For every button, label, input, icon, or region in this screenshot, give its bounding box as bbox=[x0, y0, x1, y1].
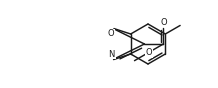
Text: N: N bbox=[109, 50, 115, 59]
Text: O: O bbox=[107, 29, 114, 38]
Text: O: O bbox=[145, 48, 152, 57]
Text: O: O bbox=[160, 18, 167, 27]
